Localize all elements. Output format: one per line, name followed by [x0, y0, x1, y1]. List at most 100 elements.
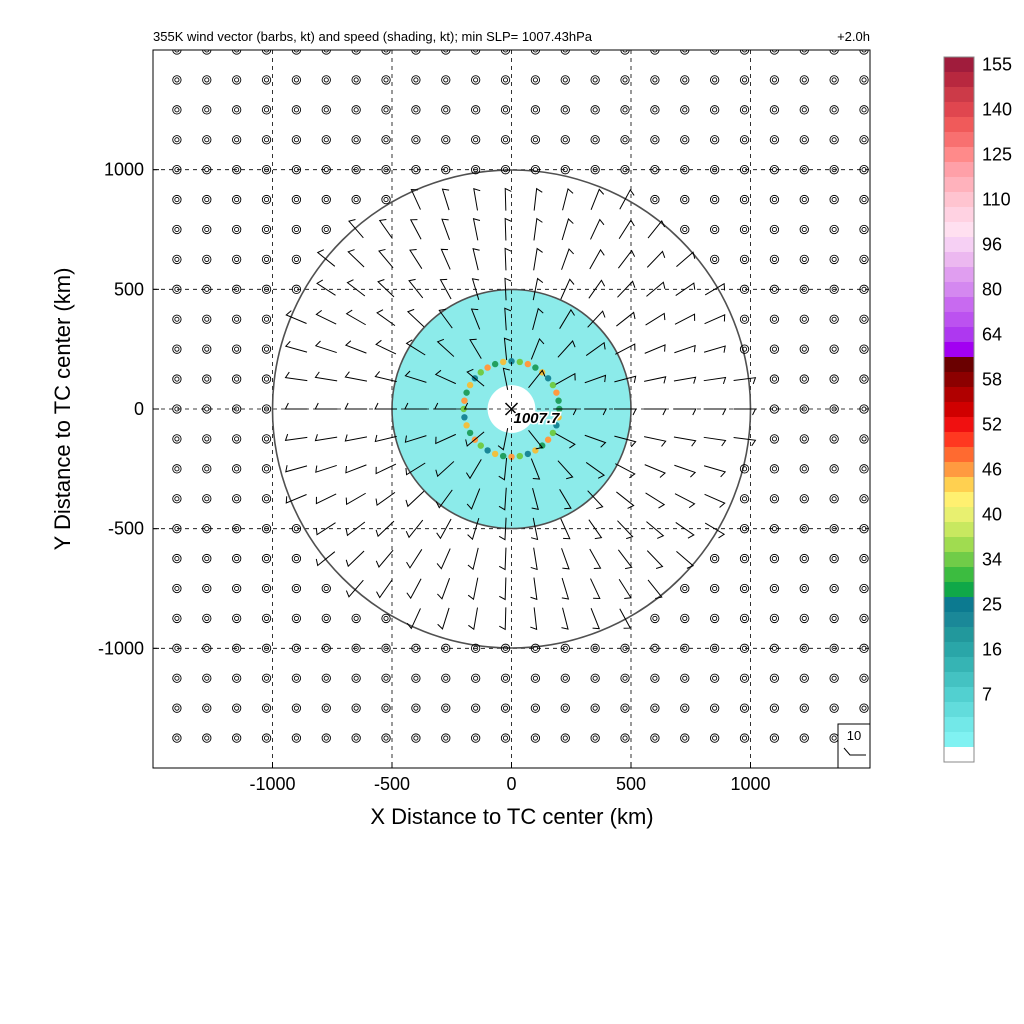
calm-barb-inner — [234, 286, 240, 292]
wind-barb — [561, 548, 570, 570]
calm-barb-outer — [172, 673, 182, 683]
calm-barb-inner — [652, 167, 658, 173]
calm-barb-outer — [291, 75, 302, 85]
calm-barb-inner — [413, 705, 419, 711]
calm-barb-outer — [829, 284, 839, 294]
wind-barb — [436, 518, 452, 540]
calm-barb-outer — [710, 254, 720, 265]
calm-barb-outer — [202, 284, 212, 294]
calm-barb-outer — [710, 75, 720, 85]
calm-barb-inner — [263, 675, 270, 681]
calm-barb-outer — [172, 224, 182, 235]
calm-barb-outer — [739, 733, 750, 743]
wind-barb — [704, 314, 726, 325]
calm-barb-outer — [261, 703, 272, 713]
calm-barb-inner — [502, 77, 509, 83]
wind-barb — [378, 219, 393, 239]
calm-barb-outer — [261, 613, 272, 624]
wind-barb — [533, 217, 543, 241]
calm-barb-inner — [682, 615, 688, 621]
calm-barb-outer — [769, 733, 780, 743]
calm-barb-outer — [261, 135, 272, 145]
calm-barb-outer — [590, 50, 600, 55]
calm-barb-inner — [383, 705, 389, 711]
calm-barb-outer — [261, 194, 272, 205]
calm-barb-inner — [682, 705, 688, 711]
wind-barb — [733, 408, 757, 416]
calm-barb-outer — [172, 733, 182, 743]
colorbar-segment — [944, 207, 974, 223]
wind-barb — [405, 519, 424, 539]
calm-barb-inner — [801, 107, 807, 113]
calm-barb-inner — [741, 346, 748, 352]
wind-barb — [676, 251, 696, 267]
colorbar-tick-label: 16 — [982, 640, 1002, 660]
calm-barb-outer — [859, 75, 869, 85]
wind-barb — [614, 435, 637, 448]
calm-barb-inner — [801, 615, 807, 621]
calm-barb-outer — [590, 105, 600, 115]
calm-barb-outer — [291, 194, 302, 205]
y-axis-ticks: 1000 500 0 -500 -1000 — [98, 160, 159, 658]
calm-barb-inner — [234, 705, 240, 711]
calm-barb-outer — [769, 583, 780, 594]
calm-barb-outer — [769, 374, 780, 384]
calm-barb-inner — [771, 167, 777, 173]
wind-barb — [616, 491, 635, 509]
calm-barb-inner — [174, 286, 180, 292]
calm-barb-inner — [263, 526, 270, 532]
calm-barb-inner — [861, 705, 867, 711]
calm-barb-inner — [801, 406, 807, 412]
calm-barb-outer — [739, 643, 750, 653]
calm-barb-outer — [202, 374, 212, 384]
calm-barb-outer — [172, 254, 182, 265]
calm-barb-outer — [799, 404, 809, 414]
calm-barb-outer — [500, 703, 511, 713]
calm-barb-outer — [859, 673, 869, 683]
calm-barb-outer — [202, 404, 212, 414]
calm-barb-inner — [861, 197, 867, 203]
calm-barb-outer — [172, 494, 182, 504]
calm-barb-outer — [799, 344, 809, 354]
calm-barb-inner — [861, 77, 867, 83]
calm-barb-inner — [263, 286, 270, 292]
calm-barb-inner — [263, 376, 270, 382]
calm-barb-inner — [562, 705, 568, 711]
colorbar-segment — [944, 387, 974, 403]
calm-barb-outer — [202, 494, 212, 504]
calm-barb-inner — [831, 167, 837, 173]
calm-barb-inner — [712, 675, 718, 681]
wind-barb — [560, 278, 575, 300]
calm-barb-outer — [231, 165, 242, 175]
wind-barb — [435, 433, 456, 445]
calm-barb-outer — [202, 105, 212, 115]
colorbar-segment — [944, 117, 974, 133]
wind-barb — [704, 522, 726, 539]
calm-barb-inner — [682, 735, 688, 741]
calm-barb-outer — [769, 50, 780, 55]
eyewall-speed-cell — [463, 422, 470, 429]
calm-barb-inner — [443, 705, 449, 711]
calm-barb-outer — [859, 524, 869, 534]
wind-barb — [618, 219, 635, 240]
calm-barb-outer — [261, 75, 272, 85]
wind-barb — [499, 607, 507, 631]
calm-barb-inner — [204, 226, 210, 233]
colorbar: 155 140 125 110 96 80 64 58 52 46 40 34 25 16 7 — [943, 55, 1012, 763]
calm-barb-outer — [620, 165, 630, 175]
wind-barb — [673, 436, 697, 447]
calm-barb-inner — [831, 705, 837, 711]
wind-barb — [587, 310, 606, 328]
calm-barb-outer — [739, 673, 750, 683]
wind-barb — [617, 520, 634, 540]
calm-barb-outer — [590, 135, 600, 145]
calm-barb-outer — [441, 165, 451, 175]
calm-barb-outer — [680, 75, 690, 85]
calm-barb-inner — [741, 256, 748, 262]
calm-barb-outer — [291, 284, 302, 294]
colorbar-segment — [944, 252, 974, 268]
calm-barb-inner — [741, 77, 748, 83]
calm-barb-outer — [470, 105, 481, 115]
calm-barb-outer — [291, 254, 302, 265]
calm-barb-outer — [829, 583, 839, 594]
